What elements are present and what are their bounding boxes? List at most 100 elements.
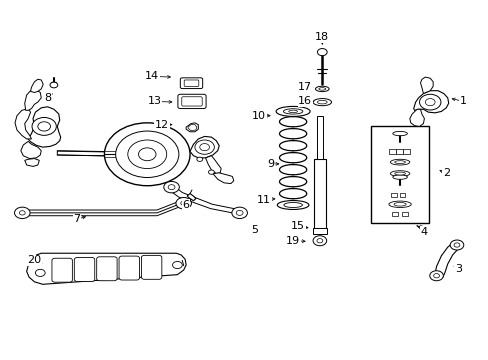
Ellipse shape <box>318 87 325 90</box>
Text: 8: 8 <box>44 93 51 103</box>
Circle shape <box>104 123 190 186</box>
Ellipse shape <box>389 171 409 176</box>
Polygon shape <box>212 173 233 184</box>
Ellipse shape <box>393 203 406 206</box>
Bar <box>391 212 397 216</box>
Circle shape <box>208 170 214 174</box>
Bar <box>313 158 325 230</box>
Polygon shape <box>418 226 427 232</box>
Text: 13: 13 <box>147 96 161 107</box>
Circle shape <box>181 201 186 205</box>
Text: 11: 11 <box>256 195 270 204</box>
Bar <box>370 126 428 223</box>
Text: 2: 2 <box>442 168 449 178</box>
Polygon shape <box>434 242 458 278</box>
Circle shape <box>50 82 58 88</box>
Circle shape <box>38 122 50 131</box>
Circle shape <box>316 239 322 243</box>
Polygon shape <box>25 158 39 166</box>
Circle shape <box>433 274 439 278</box>
Polygon shape <box>420 77 432 94</box>
Circle shape <box>449 240 463 250</box>
Text: 10: 10 <box>252 111 265 121</box>
FancyBboxPatch shape <box>182 97 202 106</box>
Polygon shape <box>28 107 61 147</box>
FancyBboxPatch shape <box>52 258 72 282</box>
Text: 16: 16 <box>298 96 312 107</box>
Circle shape <box>35 269 45 276</box>
FancyBboxPatch shape <box>119 256 139 280</box>
FancyBboxPatch shape <box>74 257 95 282</box>
Text: 3: 3 <box>454 264 461 274</box>
Circle shape <box>163 181 179 193</box>
Text: 18: 18 <box>315 32 329 42</box>
Text: 6: 6 <box>183 200 189 210</box>
Circle shape <box>312 236 326 246</box>
Bar <box>395 149 402 154</box>
Text: 5: 5 <box>250 225 257 235</box>
Text: 7: 7 <box>73 214 80 224</box>
Ellipse shape <box>389 159 409 165</box>
Ellipse shape <box>288 110 297 113</box>
Text: 12: 12 <box>155 120 168 130</box>
FancyBboxPatch shape <box>178 94 205 109</box>
Circle shape <box>168 185 175 190</box>
Polygon shape <box>57 151 137 157</box>
Bar <box>316 116 322 158</box>
Circle shape <box>317 49 326 56</box>
FancyBboxPatch shape <box>184 80 199 86</box>
Ellipse shape <box>277 201 308 210</box>
Circle shape <box>176 198 191 209</box>
Text: 14: 14 <box>145 71 159 81</box>
Bar <box>390 193 396 197</box>
Circle shape <box>116 131 179 177</box>
Polygon shape <box>187 194 196 201</box>
Text: 4: 4 <box>420 227 427 237</box>
Circle shape <box>20 211 25 215</box>
Bar <box>401 212 407 216</box>
Polygon shape <box>409 109 424 126</box>
Circle shape <box>172 261 182 269</box>
Ellipse shape <box>394 172 405 175</box>
Polygon shape <box>15 109 31 139</box>
Polygon shape <box>27 253 186 284</box>
Text: 20: 20 <box>27 255 41 265</box>
Circle shape <box>32 117 56 135</box>
Text: 17: 17 <box>298 82 312 92</box>
Ellipse shape <box>276 107 309 116</box>
Polygon shape <box>25 90 41 111</box>
FancyBboxPatch shape <box>97 257 117 281</box>
Ellipse shape <box>284 203 302 207</box>
Text: 9: 9 <box>267 159 274 169</box>
Circle shape <box>425 99 434 106</box>
Polygon shape <box>188 125 197 131</box>
Text: 15: 15 <box>290 221 305 231</box>
Ellipse shape <box>392 131 407 136</box>
Ellipse shape <box>283 109 302 114</box>
Ellipse shape <box>315 86 328 91</box>
Circle shape <box>195 140 214 154</box>
FancyBboxPatch shape <box>180 78 202 89</box>
Circle shape <box>453 243 459 247</box>
Polygon shape <box>21 141 41 158</box>
Ellipse shape <box>388 201 410 207</box>
Circle shape <box>15 207 30 219</box>
Polygon shape <box>413 91 448 113</box>
Circle shape <box>138 148 156 161</box>
Circle shape <box>236 210 243 215</box>
FancyBboxPatch shape <box>141 255 162 279</box>
Bar <box>312 228 326 234</box>
Text: 1: 1 <box>459 96 466 107</box>
Circle shape <box>197 157 202 161</box>
Circle shape <box>419 94 440 110</box>
Circle shape <box>200 144 209 151</box>
Polygon shape <box>30 79 43 93</box>
Circle shape <box>127 140 166 168</box>
Bar <box>403 149 409 154</box>
Circle shape <box>231 207 247 219</box>
Circle shape <box>429 271 443 281</box>
Polygon shape <box>190 136 219 158</box>
Ellipse shape <box>317 100 326 104</box>
Polygon shape <box>169 184 240 214</box>
Polygon shape <box>186 123 198 132</box>
